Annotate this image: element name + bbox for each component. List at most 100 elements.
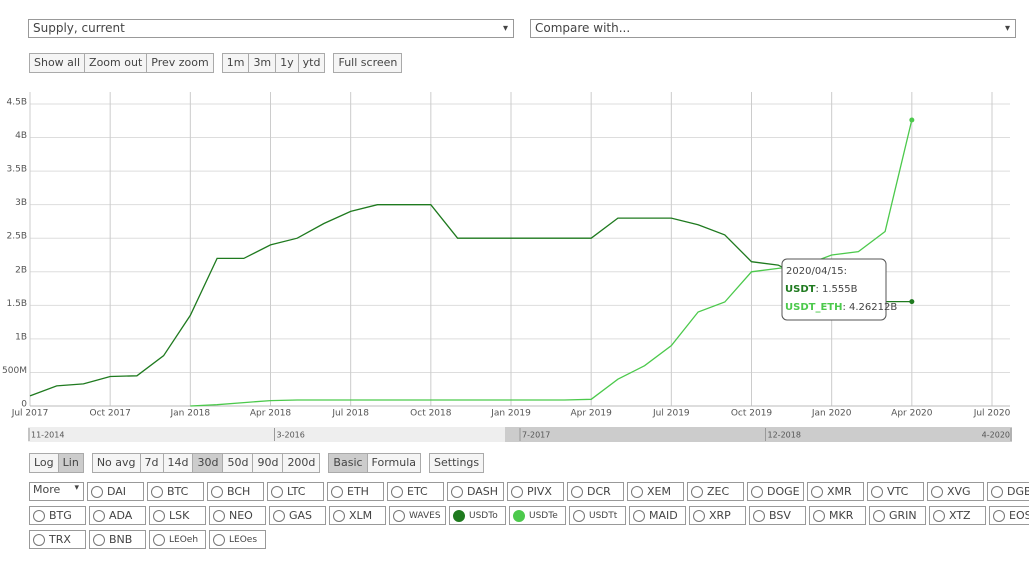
button[interactable]: Prev zoom [147, 53, 214, 73]
coin-toggle[interactable]: USDTo [449, 506, 506, 525]
radio[interactable] [93, 509, 105, 522]
radio[interactable] [451, 485, 463, 498]
coin-toggle[interactable]: DAI [87, 482, 144, 501]
radio[interactable] [333, 509, 345, 522]
coin-toggle[interactable]: BTG [29, 506, 86, 525]
coin-toggle[interactable]: PIVX [507, 482, 564, 501]
coin-toggle[interactable]: XRP [689, 506, 746, 525]
button[interactable]: Basic [328, 453, 368, 473]
button[interactable]: 7d [140, 453, 164, 473]
radio[interactable] [151, 485, 163, 498]
radio[interactable] [213, 509, 225, 522]
coin-toggle[interactable]: DGB [987, 482, 1029, 501]
button[interactable]: 50d [223, 453, 254, 473]
coin-toggle[interactable]: ZEC [687, 482, 744, 501]
button[interactable]: 30d [193, 453, 224, 473]
button[interactable]: Lin [58, 453, 84, 473]
button[interactable]: 14d [163, 453, 194, 473]
button[interactable]: Full screen [333, 53, 403, 73]
radio[interactable] [93, 533, 105, 546]
coin-toggle[interactable]: MKR [809, 506, 866, 525]
radio[interactable] [33, 509, 45, 522]
button[interactable]: 1y [276, 53, 299, 73]
coin-toggle[interactable]: NEO [209, 506, 266, 525]
coin-toggle[interactable]: ETH [327, 482, 384, 501]
button[interactable]: Formula [367, 453, 422, 473]
radio[interactable] [991, 485, 1003, 498]
button[interactable]: Show all [29, 53, 86, 73]
radio[interactable] [331, 485, 343, 498]
radio[interactable] [573, 509, 585, 522]
coin-toggle[interactable]: XEM [627, 482, 684, 501]
coin-toggle[interactable]: GRIN [869, 506, 926, 525]
radio[interactable] [33, 533, 45, 546]
radio[interactable] [153, 533, 165, 546]
button[interactable]: No avg [91, 453, 141, 473]
coin-toggle[interactable]: LEOeh [149, 530, 206, 549]
button[interactable]: ytd [298, 53, 326, 73]
radio[interactable] [873, 509, 885, 522]
coin-toggle[interactable]: DASH [447, 482, 504, 501]
coin-toggle[interactable]: TRX [29, 530, 86, 549]
coin-toggle[interactable]: XLM [329, 506, 386, 525]
radio[interactable] [693, 509, 705, 522]
coin-toggle[interactable]: LSK [149, 506, 206, 525]
radio[interactable] [153, 509, 165, 522]
coin-toggle[interactable]: XTZ [929, 506, 986, 525]
coin-toggle[interactable]: BTC [147, 482, 204, 501]
radio[interactable] [511, 485, 523, 498]
radio[interactable] [753, 509, 765, 522]
coin-toggle[interactable]: ADA [89, 506, 146, 525]
coin-toggle[interactable]: USDTe [509, 506, 566, 525]
button[interactable]: Settings [429, 453, 485, 473]
radio[interactable] [211, 485, 223, 498]
radio[interactable] [811, 485, 823, 498]
coin-toggle[interactable]: XMR [807, 482, 864, 501]
coin-label: DOGE [767, 485, 800, 498]
button[interactable]: 200d [283, 453, 321, 473]
coin-row: TRX BNB LEOeh LEOes [29, 530, 266, 549]
button[interactable]: 3m [249, 53, 277, 73]
coin-toggle[interactable]: XVG [927, 482, 984, 501]
radio[interactable] [91, 485, 103, 498]
radio[interactable] [933, 509, 945, 522]
radio[interactable] [513, 509, 525, 522]
coin-toggle[interactable]: DCR [567, 482, 624, 501]
button[interactable]: Zoom out [85, 53, 148, 73]
button[interactable]: 1m [221, 53, 250, 73]
coin-toggle[interactable]: USDTt [569, 506, 626, 525]
coin-toggle[interactable]: DOGE [747, 482, 804, 501]
coin-label: LEOes [229, 534, 258, 545]
coin-toggle[interactable]: ETC [387, 482, 444, 501]
coin-toggle[interactable]: BCH [207, 482, 264, 501]
coin-toggle[interactable]: BNB [89, 530, 146, 549]
coin-toggle[interactable]: BSV [749, 506, 806, 525]
radio[interactable] [391, 485, 403, 498]
coin-toggle[interactable]: GAS [269, 506, 326, 525]
radio[interactable] [631, 485, 643, 498]
radio[interactable] [213, 533, 225, 546]
coin-toggle[interactable]: MAID [629, 506, 686, 525]
radio[interactable] [453, 509, 465, 522]
coin-toggle[interactable]: EOS [989, 506, 1029, 525]
radio[interactable] [691, 485, 703, 498]
radio[interactable] [993, 509, 1005, 522]
radio[interactable] [871, 485, 883, 498]
radio[interactable] [633, 509, 645, 522]
radio[interactable] [273, 509, 285, 522]
radio[interactable] [751, 485, 763, 498]
coin-toggle[interactable]: LTC [267, 482, 324, 501]
select[interactable]: Supply, current [28, 19, 514, 38]
radio[interactable] [813, 509, 825, 522]
radio[interactable] [271, 485, 283, 498]
coin-toggle[interactable]: VTC [867, 482, 924, 501]
coin-toggle[interactable]: LEOes [209, 530, 266, 549]
radio[interactable] [931, 485, 943, 498]
radio[interactable] [571, 485, 583, 498]
more-select[interactable]: More [29, 482, 84, 501]
button[interactable]: Log [29, 453, 59, 473]
button[interactable]: 90d [253, 453, 284, 473]
coin-toggle[interactable]: WAVES [389, 506, 446, 525]
select[interactable]: Compare with... [530, 19, 1016, 38]
radio[interactable] [393, 509, 405, 522]
